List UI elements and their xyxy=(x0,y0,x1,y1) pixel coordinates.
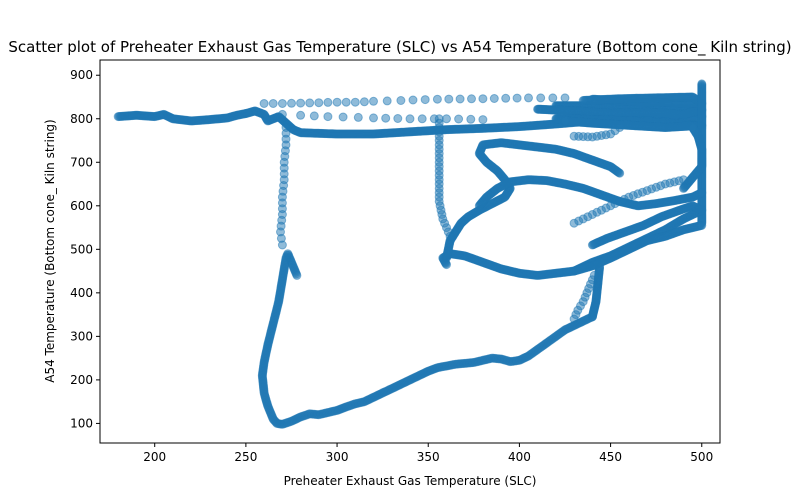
y-tick-label: 500 xyxy=(70,242,93,256)
data-point xyxy=(314,98,324,108)
data-point xyxy=(454,114,464,124)
data-point xyxy=(533,104,543,114)
y-tick-label: 200 xyxy=(70,373,93,387)
data-point xyxy=(323,112,333,122)
data-point xyxy=(350,97,360,107)
data-point xyxy=(560,93,570,103)
data-point xyxy=(429,114,439,124)
data-point xyxy=(341,97,351,107)
data-point xyxy=(287,98,296,108)
data-point xyxy=(332,97,342,107)
x-tick-label: 500 xyxy=(690,450,713,464)
data-point xyxy=(393,114,403,123)
data-points xyxy=(113,79,707,429)
data-point xyxy=(268,99,278,108)
data-point xyxy=(501,93,511,103)
x-tick-label: 350 xyxy=(417,450,440,464)
data-point xyxy=(589,270,599,280)
data-point xyxy=(420,95,430,105)
x-tick-label: 250 xyxy=(234,450,257,464)
data-point xyxy=(466,114,476,124)
data-point xyxy=(277,99,287,108)
data-point xyxy=(309,111,319,121)
y-tick-label: 100 xyxy=(70,416,93,430)
data-point xyxy=(524,93,533,103)
data-point xyxy=(305,98,315,108)
data-point xyxy=(445,231,455,241)
y-tick-label: 700 xyxy=(70,155,93,169)
data-point xyxy=(353,112,363,122)
x-tick-label: 200 xyxy=(143,450,166,464)
data-point xyxy=(478,115,488,125)
y-tick-label: 400 xyxy=(70,286,93,300)
chart-title: Scatter plot of Preheater Exhaust Gas Te… xyxy=(8,38,791,57)
data-point xyxy=(679,175,688,185)
data-point xyxy=(688,123,698,132)
data-point xyxy=(560,116,570,126)
data-point xyxy=(338,112,348,122)
data-point xyxy=(417,114,427,124)
data-point xyxy=(455,94,465,104)
data-point xyxy=(697,188,707,198)
y-tick-label: 600 xyxy=(70,199,93,213)
data-point xyxy=(442,114,451,124)
data-point xyxy=(697,220,707,230)
data-point xyxy=(615,168,625,178)
data-point xyxy=(381,113,391,123)
data-point xyxy=(277,109,287,119)
x-tick-label: 400 xyxy=(508,450,531,464)
data-point xyxy=(323,97,333,107)
data-point xyxy=(259,99,269,108)
data-point xyxy=(382,96,392,106)
data-point xyxy=(432,94,442,104)
data-point xyxy=(369,96,378,106)
y-tick-label: 900 xyxy=(70,68,93,82)
data-point xyxy=(587,240,597,250)
y-axis-label: A54 Temperature (Bottom cone_ Kiln strin… xyxy=(43,119,57,382)
data-point xyxy=(615,123,625,132)
x-tick-label: 300 xyxy=(326,450,349,464)
data-point xyxy=(578,96,588,105)
data-point xyxy=(444,94,454,104)
data-point xyxy=(396,96,406,105)
data-point xyxy=(405,114,415,124)
data-point xyxy=(277,240,287,250)
y-tick-label: 800 xyxy=(70,112,93,126)
data-point xyxy=(408,95,418,105)
data-point xyxy=(359,97,369,107)
x-tick-label: 450 xyxy=(599,450,622,464)
y-tick-label: 300 xyxy=(70,329,93,343)
data-point xyxy=(467,94,476,104)
data-point xyxy=(478,94,488,104)
data-point xyxy=(369,113,378,123)
data-point xyxy=(296,98,306,108)
x-axis-label: Preheater Exhaust Gas Temperature (SLC) xyxy=(284,474,537,488)
data-point xyxy=(536,93,546,103)
data-point xyxy=(489,94,499,103)
data-point xyxy=(512,93,522,103)
data-point xyxy=(548,93,558,103)
data-point xyxy=(296,110,306,120)
